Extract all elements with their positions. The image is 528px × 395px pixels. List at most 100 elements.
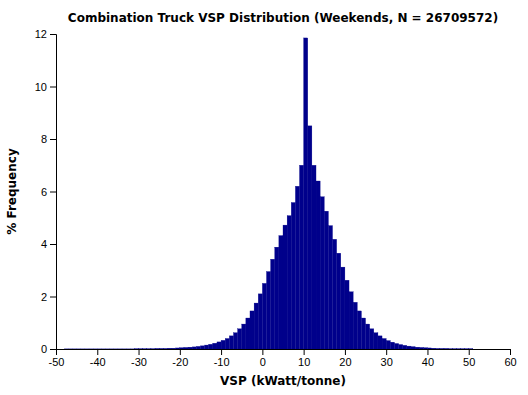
y-tick-label: 6	[41, 186, 47, 198]
title: Combination Truck VSP Distribution (Week…	[68, 11, 498, 25]
bar	[258, 294, 262, 349]
y-tick: 0	[41, 343, 56, 355]
x-tick: 60	[504, 349, 516, 368]
bar	[217, 342, 221, 349]
bar	[229, 336, 233, 349]
bar	[114, 348, 118, 349]
y-tick-mark	[50, 192, 56, 193]
bar	[68, 348, 72, 349]
x-tick-mark	[139, 349, 140, 355]
x-tick-label: 20	[339, 356, 351, 368]
x-tick-mark	[510, 349, 511, 355]
bar	[262, 283, 266, 349]
bar	[155, 348, 159, 349]
y-tick: 6	[41, 186, 56, 198]
y-tick: 10	[35, 81, 56, 93]
bar	[176, 348, 180, 349]
bar	[122, 348, 126, 349]
bar	[73, 348, 77, 349]
y-tick: 2	[41, 291, 56, 303]
x-tick-label: -20	[172, 356, 188, 368]
y-tick-label: 12	[35, 28, 47, 40]
y-tick-mark	[50, 34, 56, 35]
bar	[279, 236, 283, 349]
y-tick: 12	[35, 28, 56, 40]
bar	[308, 126, 312, 349]
bar	[188, 347, 192, 349]
y-tick-label: 4	[41, 238, 47, 250]
x-tick-label: 30	[381, 356, 393, 368]
bar	[345, 280, 349, 349]
bar	[106, 348, 110, 349]
bar	[333, 239, 337, 349]
bar	[254, 303, 258, 349]
bar	[93, 348, 97, 349]
bar	[147, 348, 151, 349]
bar	[403, 345, 407, 349]
bar	[172, 348, 176, 349]
bar	[324, 211, 328, 349]
y-tick-mark	[50, 349, 56, 350]
bar	[139, 348, 143, 349]
x-tick: -30	[131, 349, 147, 368]
bar	[370, 329, 374, 349]
y-tick-mark	[50, 87, 56, 88]
bar	[469, 348, 473, 349]
bar	[163, 348, 167, 349]
bar	[361, 318, 365, 349]
bar	[196, 346, 200, 349]
plot-area: -50-40-30-20-100102030405060024681012	[35, 28, 517, 368]
bar	[374, 333, 378, 349]
x-tick-label: 50	[463, 356, 475, 368]
bar	[436, 348, 440, 349]
bar	[134, 348, 138, 349]
y-tick: 8	[41, 133, 56, 145]
bar	[180, 348, 184, 349]
bar	[366, 324, 370, 349]
x-tick: -50	[49, 349, 65, 368]
bar	[440, 348, 444, 349]
x-tick-label: 10	[298, 356, 310, 368]
bar	[419, 347, 423, 349]
x-tick-mark	[345, 349, 346, 355]
x-tick-mark	[97, 349, 98, 355]
bar	[242, 324, 246, 349]
bar	[250, 311, 254, 349]
x-tick-mark	[469, 349, 470, 355]
bar	[328, 226, 332, 349]
x-tick-label: -30	[131, 356, 147, 368]
bar	[386, 341, 390, 349]
y-tick-label: 10	[35, 81, 47, 93]
bar	[192, 347, 196, 349]
bar	[97, 348, 101, 349]
y-tick-label: 2	[41, 291, 47, 303]
bar	[341, 267, 345, 349]
bar	[304, 38, 308, 349]
y-axis: 0 2 4 6 8 10 12	[35, 28, 57, 355]
bar	[460, 348, 464, 349]
bar	[151, 348, 155, 349]
x-tick: 0	[260, 349, 266, 368]
x-tick-label: -50	[49, 356, 65, 368]
y-tick: 4	[41, 238, 56, 250]
bar	[85, 348, 89, 349]
x-tick: 30	[381, 349, 393, 368]
bar	[411, 347, 415, 349]
y-tick-mark	[50, 139, 56, 140]
bar	[287, 216, 291, 349]
bar	[205, 345, 209, 349]
bar	[81, 348, 85, 349]
bar	[382, 339, 386, 350]
bar	[209, 344, 213, 349]
bar	[77, 348, 81, 349]
bar	[337, 253, 341, 349]
x-tick-mark	[262, 349, 263, 355]
bar	[118, 348, 122, 349]
x-tick: -20	[172, 349, 188, 368]
x-axis-title: VSP (kWatt/tonne)	[220, 374, 346, 388]
bar	[275, 247, 279, 349]
bar	[101, 348, 105, 349]
bar	[444, 348, 448, 349]
bar	[213, 343, 217, 349]
bar	[456, 348, 460, 349]
